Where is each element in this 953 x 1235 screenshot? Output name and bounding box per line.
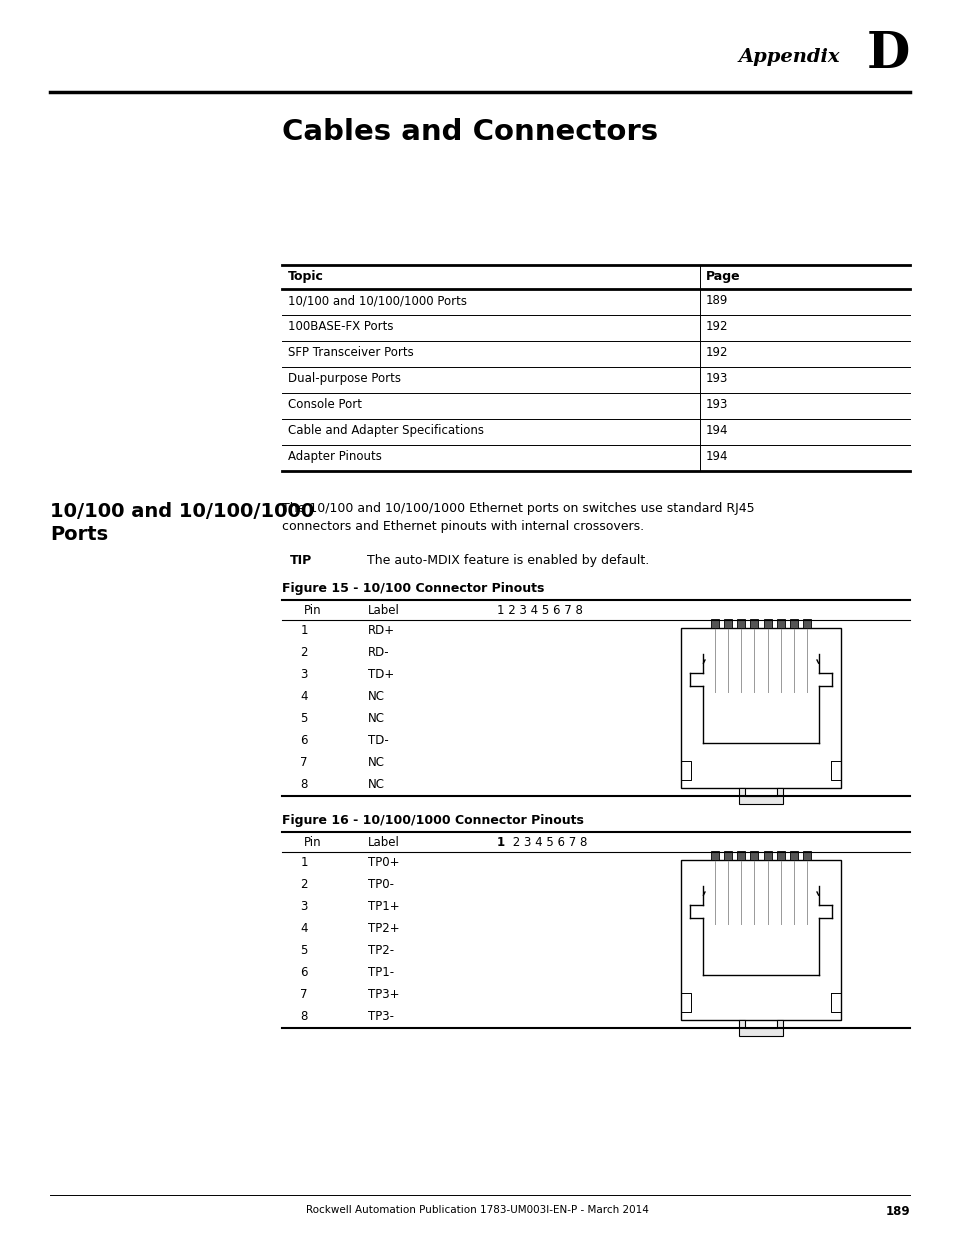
- Text: 8: 8: [300, 778, 308, 790]
- Text: SFP Transceiver Ports: SFP Transceiver Ports: [288, 346, 414, 359]
- Text: 189: 189: [705, 294, 727, 308]
- Bar: [762, 619, 771, 629]
- Text: NC: NC: [368, 713, 385, 725]
- Polygon shape: [702, 892, 818, 895]
- Bar: [762, 851, 771, 860]
- Text: Cables and Connectors: Cables and Connectors: [282, 119, 658, 146]
- Text: TP0-: TP0-: [368, 878, 394, 890]
- Text: 1: 1: [300, 624, 308, 637]
- Bar: [802, 619, 810, 629]
- Text: TP0+: TP0+: [368, 856, 399, 869]
- Bar: [737, 619, 744, 629]
- Text: Topic: Topic: [288, 270, 323, 283]
- Text: 8: 8: [300, 1010, 308, 1023]
- Text: Page: Page: [705, 270, 740, 283]
- Text: 100BASE-FX Ports: 100BASE-FX Ports: [288, 320, 393, 333]
- Bar: [710, 619, 719, 629]
- Text: 189: 189: [884, 1205, 909, 1218]
- Text: Figure 16 - 10/100/1000 Connector Pinouts: Figure 16 - 10/100/1000 Connector Pinout…: [282, 814, 583, 827]
- Text: TP2-: TP2-: [368, 944, 394, 957]
- Text: TIP: TIP: [290, 555, 312, 567]
- Bar: [789, 851, 797, 860]
- Text: D: D: [865, 30, 909, 79]
- Text: 6: 6: [300, 966, 308, 979]
- Polygon shape: [738, 1020, 782, 1036]
- Text: TP3+: TP3+: [368, 988, 399, 1002]
- Text: 7: 7: [300, 756, 308, 769]
- Text: 194: 194: [705, 424, 728, 437]
- Text: The auto-MDIX feature is enabled by default.: The auto-MDIX feature is enabled by defa…: [367, 555, 649, 567]
- Text: 4: 4: [300, 923, 308, 935]
- Text: The 10/100 and 10/100/1000 Ethernet ports on switches use standard RJ45
connecto: The 10/100 and 10/100/1000 Ethernet port…: [282, 501, 754, 534]
- Text: 3: 3: [300, 900, 308, 913]
- Text: 2: 2: [300, 878, 308, 890]
- Text: TP3-: TP3-: [368, 1010, 394, 1023]
- Text: 10/100 and 10/100/1000
Ports: 10/100 and 10/100/1000 Ports: [50, 501, 314, 545]
- Text: RD-: RD-: [368, 646, 389, 659]
- Bar: [723, 851, 731, 860]
- Text: NC: NC: [368, 690, 385, 703]
- Text: TD+: TD+: [368, 668, 394, 680]
- Bar: [680, 629, 841, 788]
- Text: RD+: RD+: [368, 624, 395, 637]
- Text: Cable and Adapter Specifications: Cable and Adapter Specifications: [288, 424, 483, 437]
- Bar: [710, 851, 719, 860]
- Polygon shape: [738, 788, 782, 804]
- Text: NC: NC: [368, 756, 385, 769]
- Bar: [723, 619, 731, 629]
- Text: 7: 7: [300, 988, 308, 1002]
- Text: 5: 5: [300, 713, 308, 725]
- Text: Label: Label: [368, 604, 399, 618]
- Bar: [802, 851, 810, 860]
- Text: TP2+: TP2+: [368, 923, 399, 935]
- Text: NC: NC: [368, 778, 385, 790]
- Text: Pin: Pin: [304, 836, 321, 848]
- Text: 193: 193: [705, 398, 727, 411]
- Bar: [750, 851, 758, 860]
- Bar: [750, 619, 758, 629]
- Text: TP1+: TP1+: [368, 900, 399, 913]
- Text: 194: 194: [705, 450, 728, 463]
- Text: 2 3 4 5 6 7 8: 2 3 4 5 6 7 8: [509, 836, 587, 848]
- Text: 6: 6: [300, 734, 308, 747]
- Text: 1: 1: [300, 856, 308, 869]
- Text: 192: 192: [705, 320, 728, 333]
- Text: TP1-: TP1-: [368, 966, 394, 979]
- Text: TD-: TD-: [368, 734, 388, 747]
- Text: 1 2 3 4 5 6 7 8: 1 2 3 4 5 6 7 8: [497, 604, 582, 618]
- Bar: [737, 851, 744, 860]
- Text: Figure 15 - 10/100 Connector Pinouts: Figure 15 - 10/100 Connector Pinouts: [282, 582, 544, 595]
- Polygon shape: [702, 659, 818, 663]
- Text: Pin: Pin: [304, 604, 321, 618]
- Text: 10/100 and 10/100/1000 Ports: 10/100 and 10/100/1000 Ports: [288, 294, 467, 308]
- Text: 2: 2: [300, 646, 308, 659]
- Bar: [776, 851, 784, 860]
- Bar: [789, 619, 797, 629]
- Text: Adapter Pinouts: Adapter Pinouts: [288, 450, 381, 463]
- Bar: [776, 619, 784, 629]
- Text: Rockwell Automation Publication 1783-UM003I-EN-P - March 2014: Rockwell Automation Publication 1783-UM0…: [305, 1205, 648, 1215]
- Bar: [680, 860, 841, 1020]
- Text: Dual-purpose Ports: Dual-purpose Ports: [288, 372, 400, 385]
- Text: 4: 4: [300, 690, 308, 703]
- Text: 5: 5: [300, 944, 308, 957]
- Text: 3: 3: [300, 668, 308, 680]
- Text: 192: 192: [705, 346, 728, 359]
- Text: Label: Label: [368, 836, 399, 848]
- Text: 1: 1: [497, 836, 504, 848]
- Text: 193: 193: [705, 372, 727, 385]
- Text: Appendix: Appendix: [738, 48, 840, 65]
- Text: Console Port: Console Port: [288, 398, 361, 411]
